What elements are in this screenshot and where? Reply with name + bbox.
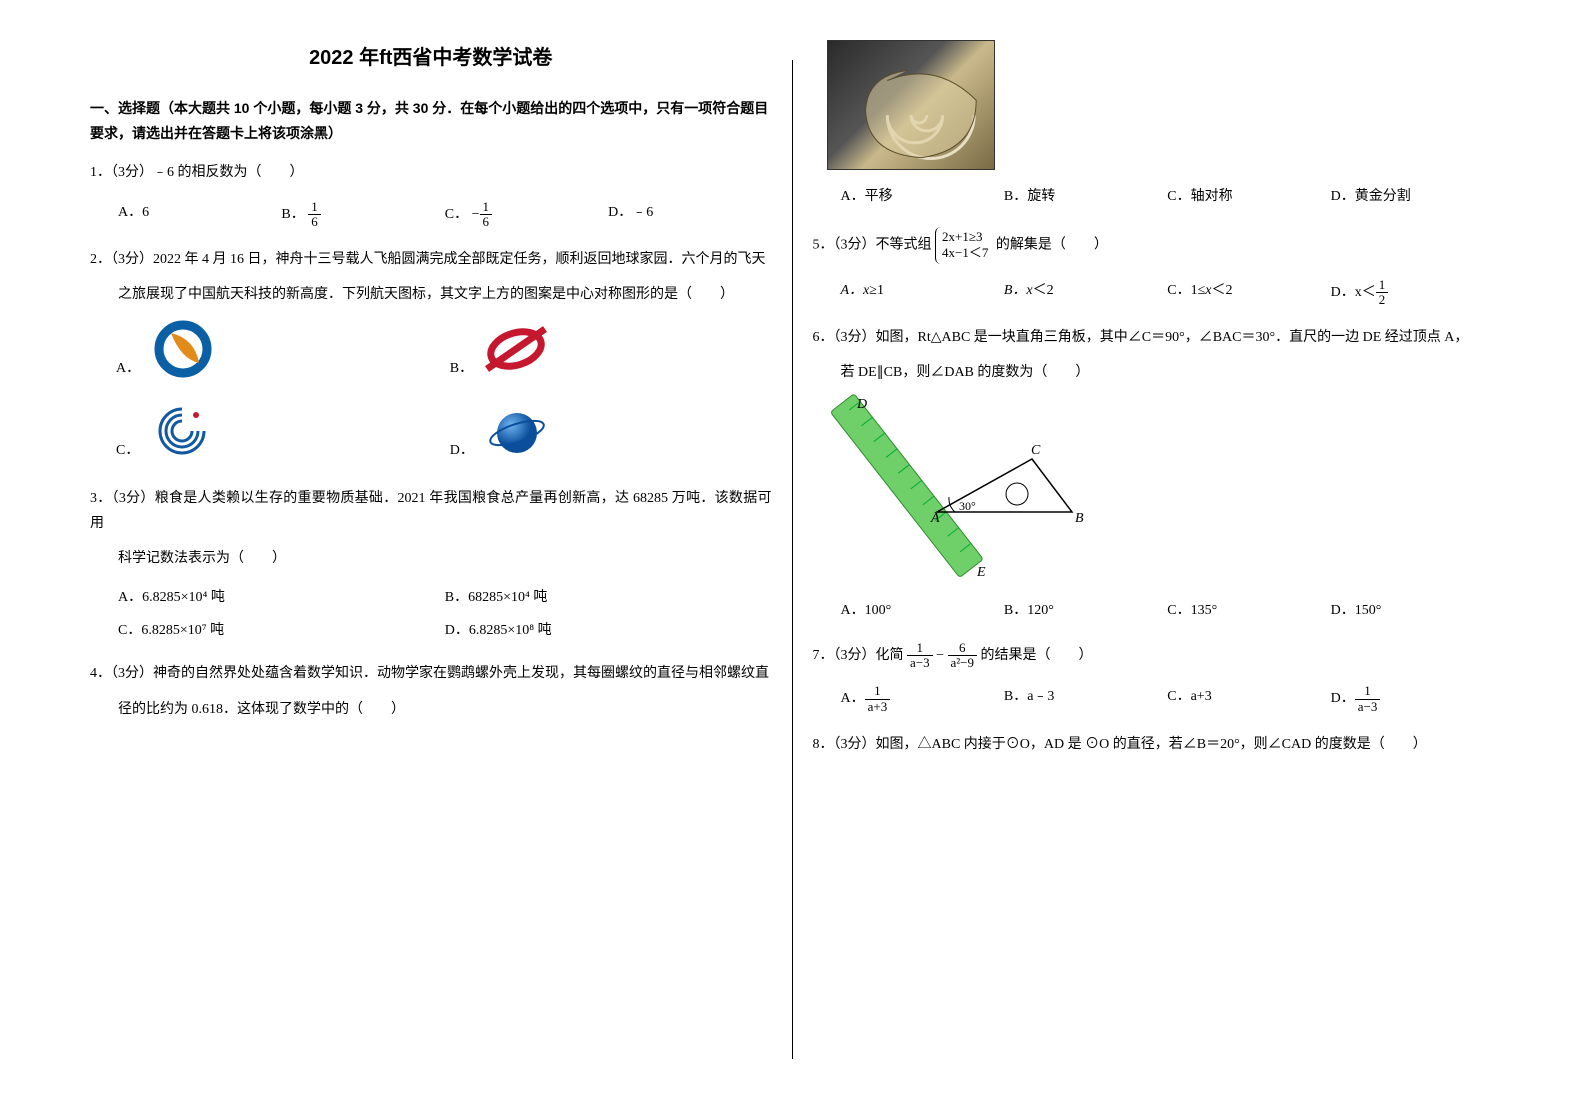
q1-opt-d: D．﹣6 (608, 196, 771, 234)
fraction: 1a−3 (907, 641, 933, 671)
question-8: 8．（3分）如图，△ABC 内接于⊙O，AD 是 ⊙O 的直径，若∠B＝20°，… (813, 732, 1495, 757)
exam-page: 2022 年ft西省中考数学试卷 一、选择题（本大题共 10 个小题，每小题 3… (0, 0, 1584, 1119)
q3-opt-c: C．6.8285×10⁷ 吨 (118, 614, 445, 647)
q2-opt-d: D． (438, 390, 772, 472)
q6-opt-b: B．120° (1004, 594, 1167, 627)
svg-text:C: C (1031, 443, 1041, 458)
q1-opt-b: B． 16 (281, 196, 444, 234)
q7-opt-a: A．1a+3 (841, 680, 1004, 718)
question-5: 5．（3分）不等式组 2x+1≥3 4x−1＜7 的解集是（ ） (813, 227, 1495, 264)
q4-options: A．平移 B．旋转 C．轴对称 D．黄金分割 (841, 180, 1495, 213)
q4-opt-b: B．旋转 (1004, 180, 1167, 213)
nautilus-shell-figure (827, 40, 995, 170)
svg-text:B: B (1075, 511, 1084, 526)
ruler-triangle-figure: D E A B C 30° (827, 394, 1087, 584)
svg-text:30°: 30° (959, 499, 976, 513)
aerospace-logo-a (148, 316, 218, 382)
inequality-system: 2x+1≥3 4x−1＜7 (935, 227, 992, 264)
fraction: 6a²−9 (948, 641, 978, 671)
svg-text:E: E (976, 565, 986, 580)
q3-opt-b: B．68285×10⁴ 吨 (445, 581, 772, 614)
q4-opt-a: A．平移 (841, 180, 1004, 213)
question-3: 3．（3分）粮食是人类赖以生存的重要物质基础．2021 年我国粮食总产量再创新高… (90, 486, 772, 536)
q3-options: A．6.8285×10⁴ 吨 B．68285×10⁴ 吨 C．6.8285×10… (118, 581, 772, 647)
q3-opt-d: D．6.8285×10⁸ 吨 (445, 614, 772, 647)
q3-line2: 科学记数法表示为（ ） (90, 546, 772, 571)
q5-options: A．x≥1 B．x＜2 C．1≤x＜2 D．x＜12 (841, 274, 1495, 312)
section-1-heading: 一、选择题（本大题共 10 个小题，每小题 3 分，共 30 分．在每个小题给出… (90, 96, 772, 146)
q4-opt-c: C．轴对称 (1167, 180, 1330, 213)
q2-opt-c: C． (104, 390, 438, 472)
q7-opt-b: B．a﹣3 (1004, 680, 1167, 718)
q1-opt-c: C． −16 (445, 196, 608, 234)
aerospace-logo-d (482, 398, 552, 464)
aerospace-logo-b (481, 316, 551, 382)
svg-text:A: A (930, 511, 940, 526)
q5-opt-d: D．x＜12 (1331, 274, 1494, 312)
svg-text:D: D (856, 397, 867, 412)
q2-line2: 之旅展现了中国航天科技的新高度．下列航天图标，其文字上方的图案是中心对称图形的是… (90, 282, 772, 307)
question-6: 6．（3分）如图，Rt△ABC 是一块直角三角板，其中∠C＝90°，∠BAC＝3… (813, 325, 1495, 350)
q4-opt-d: D．黄金分割 (1331, 180, 1494, 213)
q5-opt-a: A．x≥1 (841, 274, 1004, 312)
q6-opt-c: C．135° (1167, 594, 1330, 627)
question-4: 4．（3分）神奇的自然界处处蕴含着数学知识．动物学家在鹦鹉螺外壳上发现，其每圈螺… (90, 661, 772, 686)
question-1: 1．（3分）﹣6 的相反数为（ ） (90, 160, 772, 185)
fraction: 16 (480, 200, 493, 230)
exam-title: 2022 年ft西省中考数学试卷 (90, 40, 772, 76)
q5-opt-b: B．x＜2 (1004, 274, 1167, 312)
q5-opt-c: C．1≤x＜2 (1167, 274, 1330, 312)
aerospace-logo-c (147, 398, 217, 464)
q6-options: A．100° B．120° C．135° D．150° (841, 594, 1495, 627)
question-7: 7．（3分）化简 1a−3 − 6a²−9 的结果是（ ） (813, 641, 1495, 671)
q2-opt-a: A． (104, 308, 438, 390)
q4-line2: 径的比约为 0.618．这体现了数学中的（ ） (90, 697, 772, 722)
q2-opt-b: B． (438, 308, 772, 390)
fraction: 16 (308, 200, 321, 230)
q7-opt-c: C．a+3 (1167, 680, 1330, 718)
q6-opt-a: A．100° (841, 594, 1004, 627)
q1-options: A．6 B． 16 C． −16 D．﹣6 (118, 196, 772, 234)
q2-logo-grid: A． B． C． (104, 308, 772, 472)
q6-line2: 若 DE∥CB，则∠DAB 的度数为（ ） (813, 360, 1495, 385)
q7-opt-d: D．1a−3 (1331, 680, 1494, 718)
question-2: 2．（3分）2022 年 4 月 16 日，神舟十三号载人飞船圆满完成全部既定任… (90, 247, 772, 272)
q1-opt-a: A．6 (118, 196, 281, 234)
left-column: 2022 年ft西省中考数学试卷 一、选择题（本大题共 10 个小题，每小题 3… (70, 40, 792, 1079)
q6-opt-d: D．150° (1331, 594, 1494, 627)
right-column: A．平移 B．旋转 C．轴对称 D．黄金分割 5．（3分）不等式组 2x+1≥3… (793, 40, 1515, 1079)
q3-opt-a: A．6.8285×10⁴ 吨 (118, 581, 445, 614)
q7-options: A．1a+3 B．a﹣3 C．a+3 D．1a−3 (841, 680, 1495, 718)
